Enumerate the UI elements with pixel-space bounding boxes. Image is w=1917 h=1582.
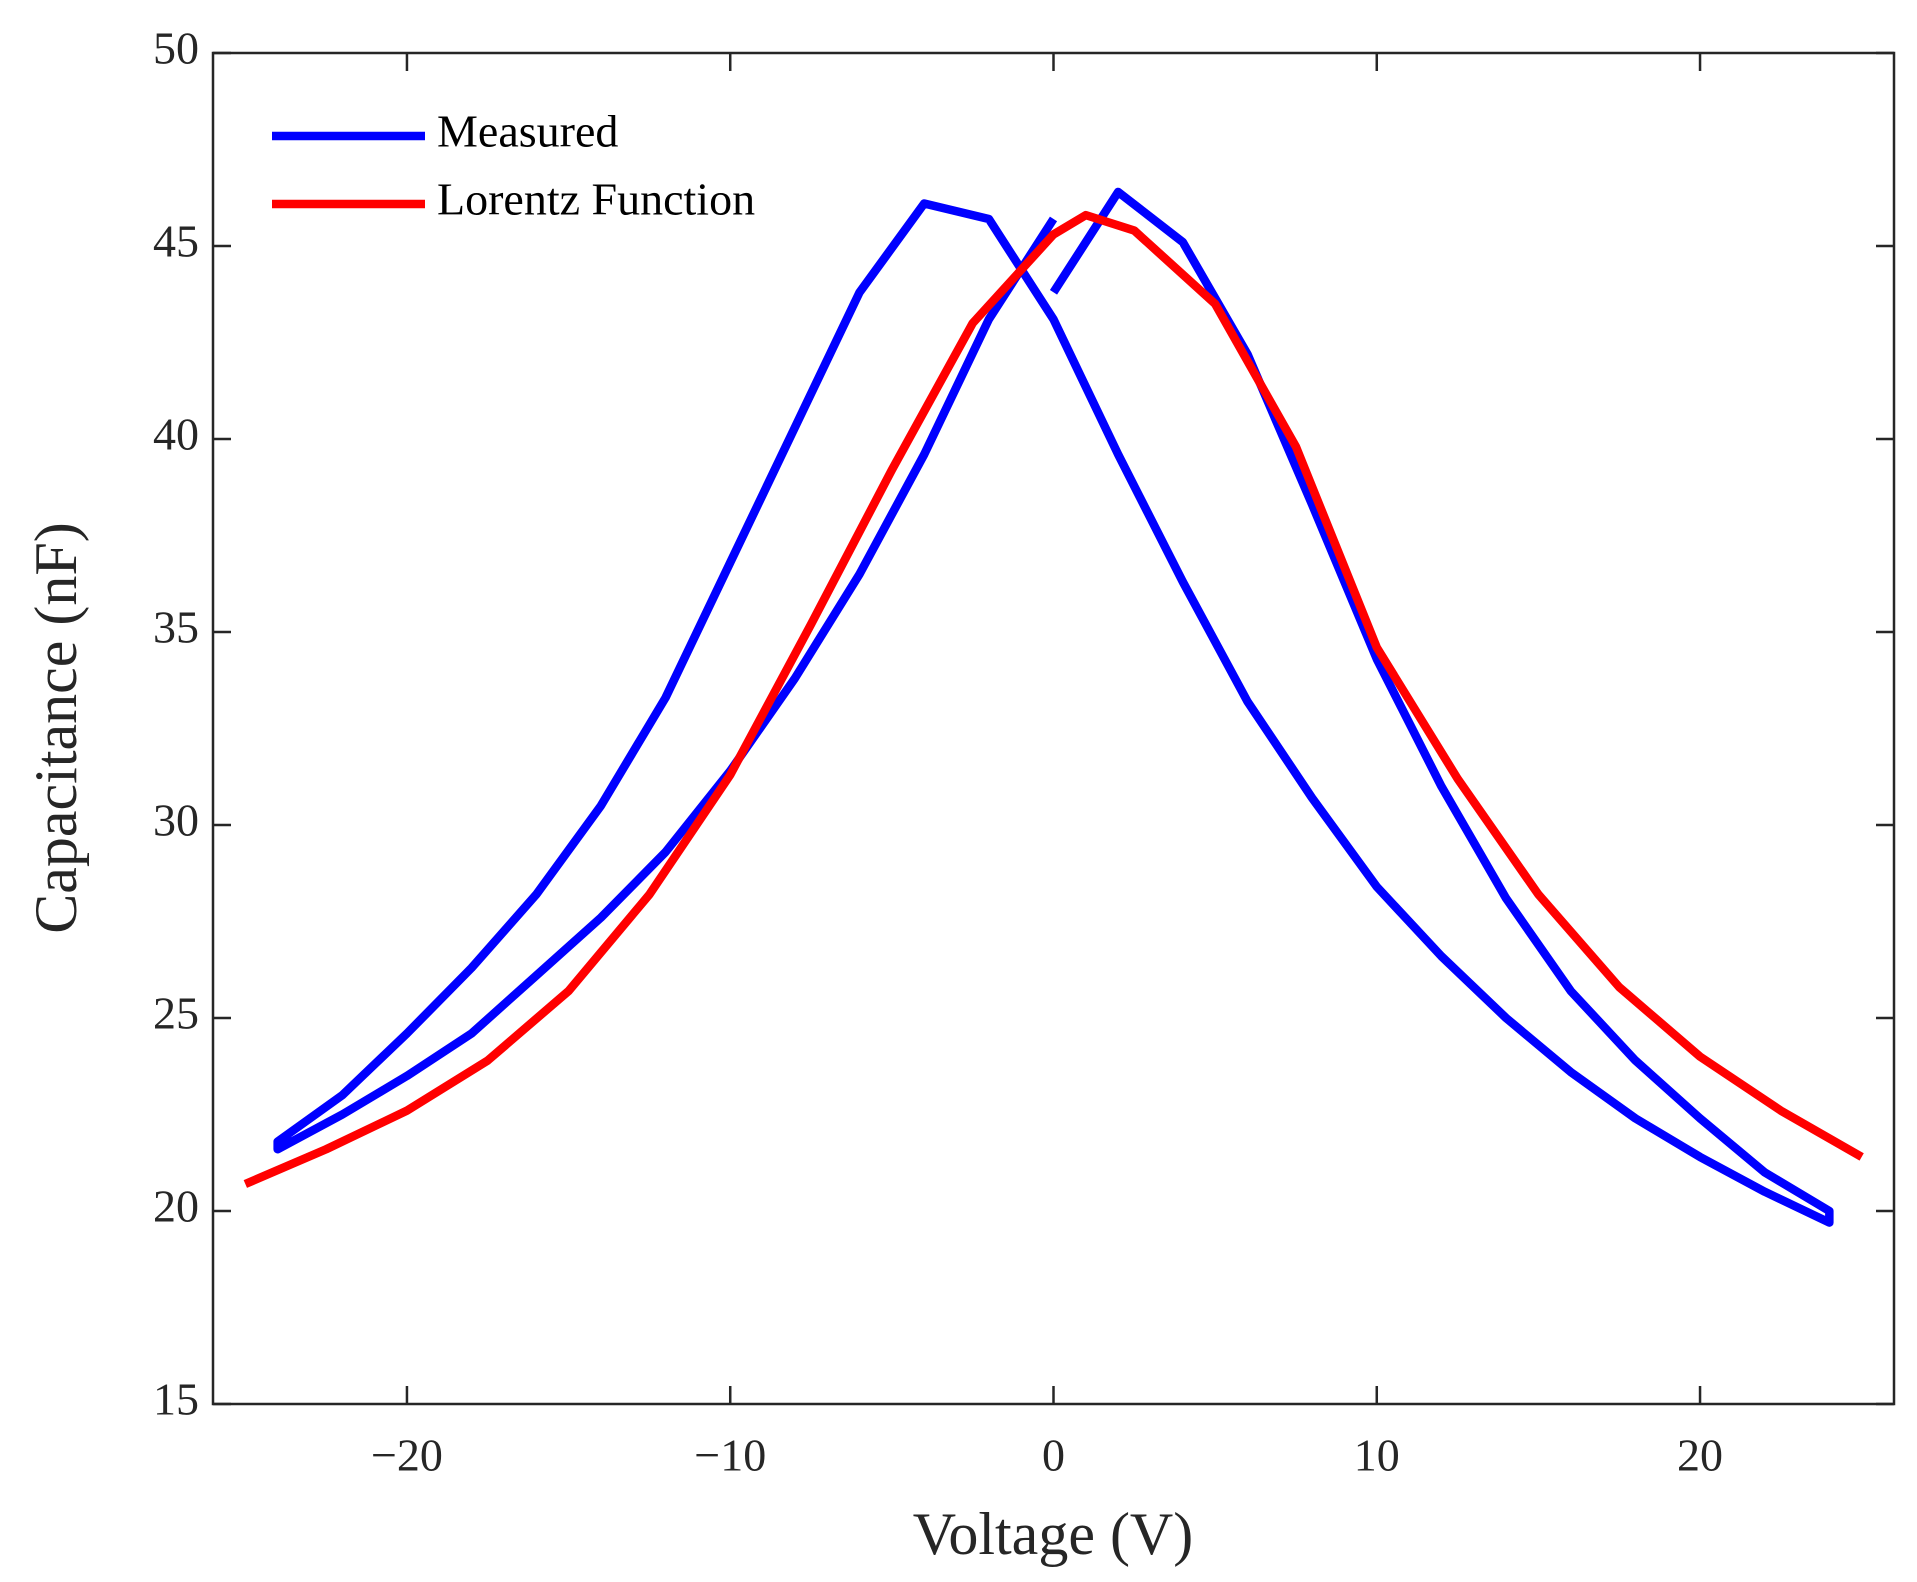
y-tick-label: 15 <box>153 1374 199 1425</box>
y-tick-label: 25 <box>153 988 199 1039</box>
y-tick-label: 35 <box>153 602 199 653</box>
line-series <box>243 210 1864 1188</box>
line-series <box>273 187 1834 1227</box>
y-axis-label: Capacitance (nF) <box>23 522 89 933</box>
legend-text: Lorentz Function <box>437 174 755 225</box>
y-tick-label: 20 <box>153 1181 199 1232</box>
x-tick-label: 10 <box>1354 1430 1400 1481</box>
x-tick-label: −20 <box>371 1430 443 1481</box>
y-tick-label: 45 <box>153 216 199 267</box>
legend-text: Measured <box>437 106 618 157</box>
y-tick-label: 40 <box>153 409 199 460</box>
x-tick-label: 20 <box>1677 1430 1723 1481</box>
y-tick-label: 30 <box>153 795 199 846</box>
y-tick-label: 50 <box>153 23 199 74</box>
x-axis-label: Voltage (V) <box>913 1501 1194 1567</box>
plot-frame <box>211 51 1896 1406</box>
x-tick-label: 0 <box>1042 1430 1065 1481</box>
x-tick-label: −10 <box>694 1430 766 1481</box>
